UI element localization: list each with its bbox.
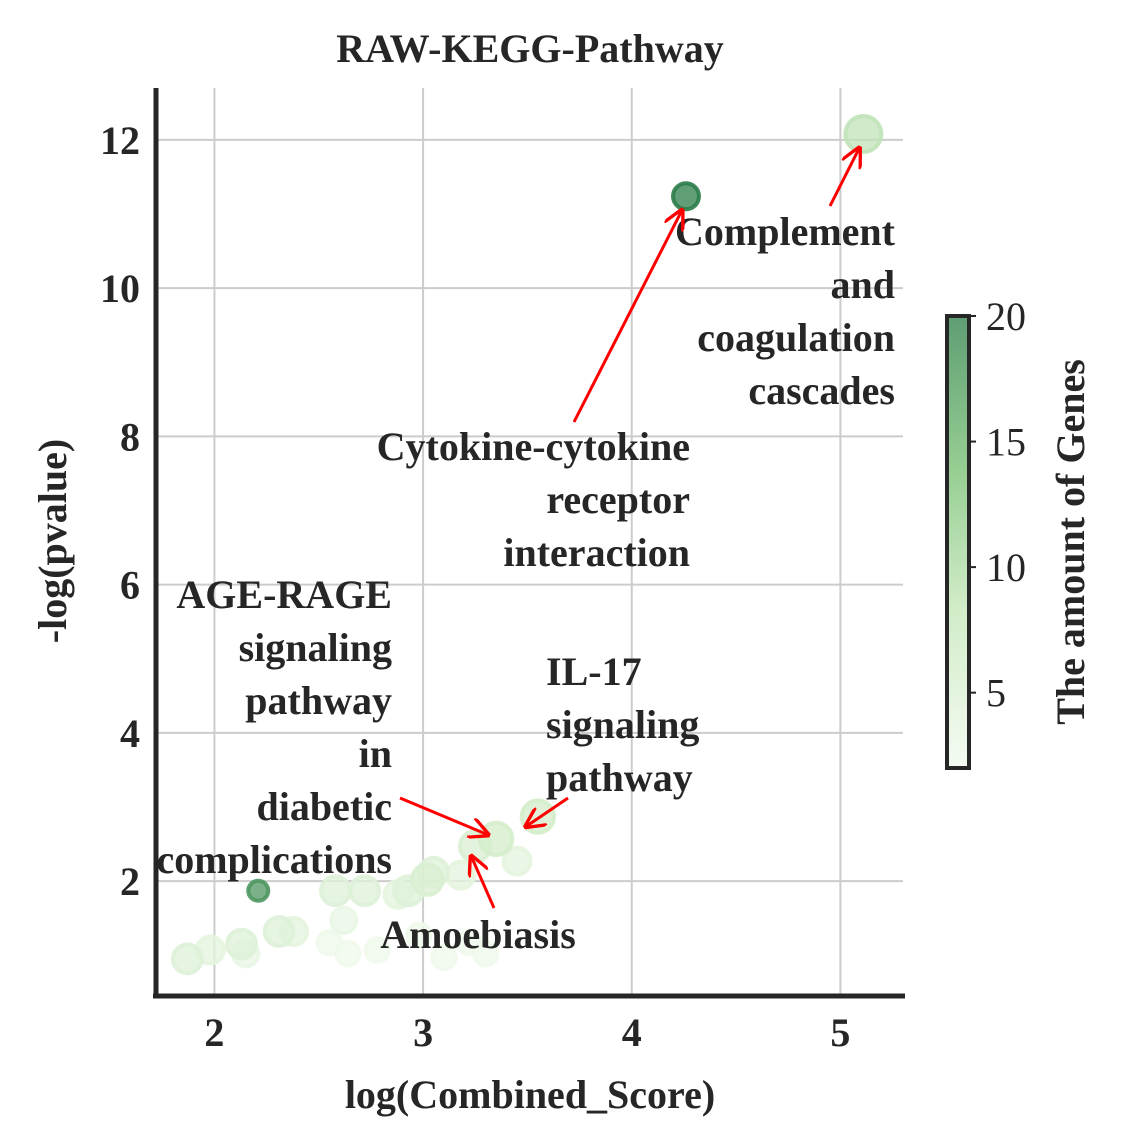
annotation-arrow [572, 210, 682, 423]
annotation-arrow [399, 796, 488, 835]
annotation-line: Amoebiasis [380, 912, 576, 957]
annotation-line: and [831, 262, 896, 307]
y-tick-label: 6 [120, 563, 140, 608]
data-point [405, 921, 433, 949]
grid [156, 88, 903, 996]
y-tick-labels: 2 4 6 8 10 12 [100, 118, 140, 904]
annotation-line: interaction [503, 530, 690, 575]
data-point [262, 915, 296, 948]
annotation-line: complications [156, 837, 392, 882]
data-point [519, 798, 557, 835]
data-point [501, 845, 533, 877]
x-tick-label: 5 [830, 1010, 850, 1055]
annotation-label: Complement and coagulation cascades [675, 209, 896, 413]
y-tick-label: 10 [100, 266, 140, 311]
annotation-arrow [471, 856, 496, 909]
annotation-line: in [359, 731, 392, 776]
colorbar-tick-labels: 5 10 15 20 [969, 294, 1026, 716]
annotation-line: pathway [245, 678, 392, 723]
annotation-line: signaling [546, 702, 699, 747]
annotation-line: coagulation [697, 315, 895, 360]
data-point [363, 936, 391, 964]
data-point [246, 878, 271, 903]
annotation-label: Amoebiasis [380, 912, 576, 957]
colorbar-label: The amount of Genes [1048, 359, 1093, 725]
chart-title: RAW-KEGG-Pathway [336, 26, 723, 71]
annotation-arrow [526, 796, 569, 827]
data-point [334, 940, 362, 968]
data-point [843, 113, 884, 154]
annotation-line: diabetic [256, 784, 392, 829]
colorbar-tick-label: 20 [986, 294, 1026, 339]
data-point [445, 859, 477, 891]
annotation-line: signaling [239, 625, 392, 670]
colorbar: 5 10 15 20 The amount of Genes [945, 294, 1093, 770]
data-point [319, 874, 352, 908]
annotation-label: AGE-RAGE signaling pathway in diabetic compli… [156, 572, 392, 882]
x-tick-label: 4 [622, 1010, 642, 1055]
y-tick-label: 2 [120, 859, 140, 904]
x-axis-label: log(Combined_Score) [345, 1072, 715, 1117]
data-point [455, 928, 483, 957]
data-point [430, 943, 458, 972]
annotation-line: Complement [675, 209, 896, 254]
annotation-line: cascades [748, 368, 895, 413]
x-tick-labels: 2 3 4 5 [204, 1010, 850, 1055]
annotation-line: Cytokine-cytokine [377, 424, 690, 469]
x-tick-label: 3 [413, 1010, 433, 1055]
annotation-line: AGE-RAGE [176, 572, 392, 617]
annotation-label: Cytokine-cytokine receptor interaction [377, 424, 690, 575]
colorbar-tick-label: 10 [986, 545, 1026, 590]
colorbar-tick-label: 5 [986, 671, 1006, 716]
data-point [225, 927, 258, 961]
colorbar-tick-label: 15 [986, 420, 1026, 465]
annotation-line: receptor [546, 477, 690, 522]
x-tick-label: 2 [204, 1010, 224, 1055]
y-tick-label: 12 [100, 118, 140, 163]
annotation-line: IL-17 [546, 649, 642, 694]
annotation-label: IL-17 signaling pathway [546, 649, 699, 800]
data-point [170, 942, 204, 976]
data-point [409, 862, 445, 897]
annotations: Complement and coagulation cascades Cytokine… [156, 148, 896, 957]
data-point [477, 820, 515, 858]
y-tick-label: 8 [120, 414, 140, 459]
y-axis-label: -log(pvalue) [30, 439, 75, 643]
y-tick-label: 4 [120, 711, 140, 756]
colorbar-gradient [945, 314, 971, 770]
data-point [670, 181, 701, 212]
annotation-arrow [828, 148, 859, 207]
annotation-line: pathway [546, 755, 693, 800]
data-point [329, 905, 359, 935]
